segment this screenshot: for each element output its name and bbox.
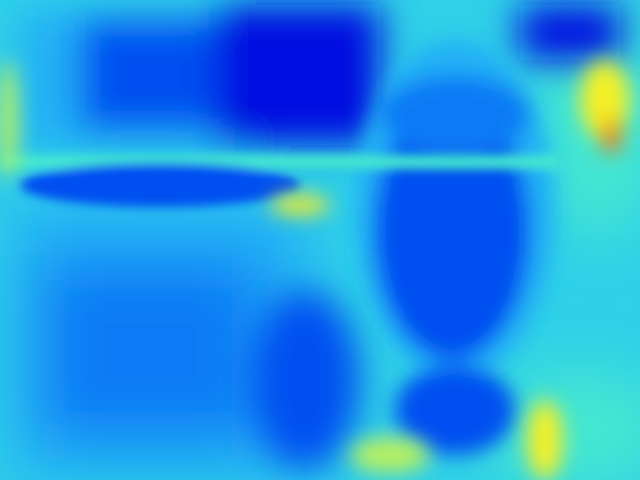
left-deep-region [40, 260, 260, 440]
neck-region [395, 365, 515, 455]
top-right-strip [520, 5, 620, 60]
head-top-band [380, 75, 530, 155]
yellow-bottom-right [527, 400, 563, 480]
green-left-edge [0, 60, 18, 180]
red-spot [603, 138, 613, 152]
yellow-band-mid [270, 195, 330, 215]
green-bottom-center [350, 437, 430, 473]
shelf-ellipse [20, 163, 300, 207]
lower-center-dark [250, 290, 360, 470]
top-deep-block [215, 5, 380, 145]
bottom-right-warm [490, 370, 640, 480]
